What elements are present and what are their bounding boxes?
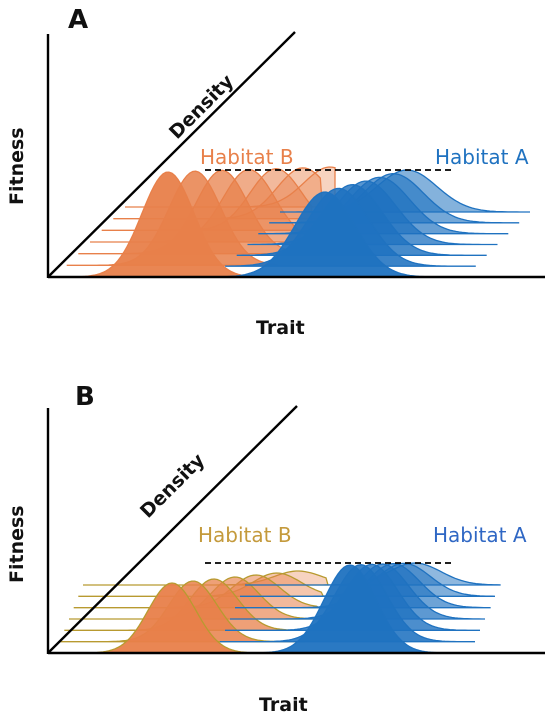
trait-axis-label: Trait [256,317,305,339]
panel-letter-b: B [75,382,95,412]
panel-a: A Density Fitness Trait Habitat B Habita… [6,5,545,339]
trait-axis-label: Trait [259,694,308,715]
habitat-b-label: Habitat B [200,145,294,169]
habitat-a-label: Habitat A [433,523,527,547]
panel-letter-a: A [68,5,88,35]
habitat-b-curves [55,166,336,278]
habitat-a-curves [214,169,530,278]
fitness-axis-label: Fitness [6,505,28,583]
habitat-b-label: Habitat B [198,523,292,547]
density-axis-label: Density [165,70,239,144]
habitat-a-label: Habitat A [435,145,529,169]
panel-b: B Density Fitness Trait Habitat B Habita… [6,382,545,715]
density-axis [47,405,298,654]
habitat-a-curves [215,562,501,654]
fitness-axis-label: Fitness [6,127,28,205]
density-axis [47,31,296,278]
density-axis-label: Density [136,449,210,523]
habitat-b-curves [55,570,329,654]
habitat-b-curve [55,171,266,278]
